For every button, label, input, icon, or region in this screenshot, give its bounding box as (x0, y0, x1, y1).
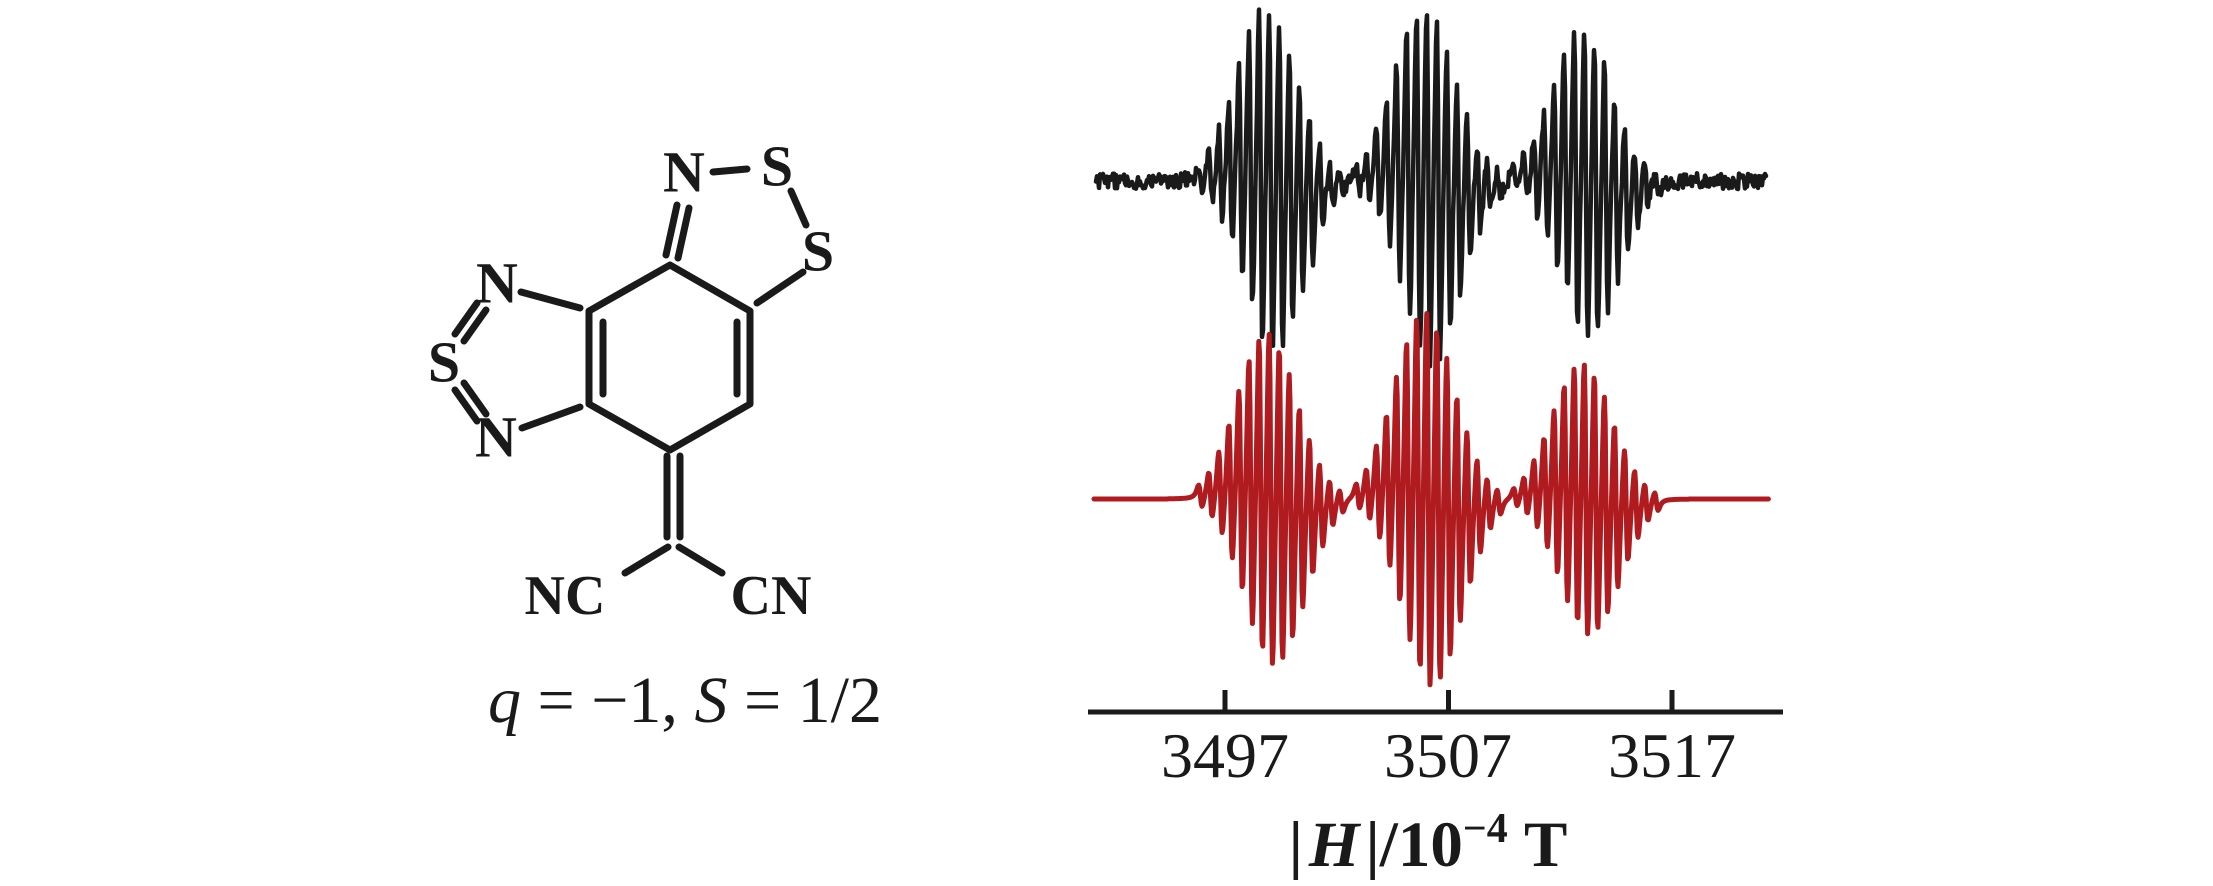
experimental-trace (1093, 7, 1769, 369)
nitrile-label-left: NC (525, 565, 606, 627)
axis-title-denominator: /10 (1379, 809, 1463, 881)
axis-title: |H|/10−4 T (1289, 806, 1568, 881)
atom-label-s-top2: S (802, 219, 834, 284)
molecule-structure: N S S N S N NC CN q = −1, S = 1/2 (428, 134, 882, 738)
atom-label-s-left: S (428, 330, 460, 395)
caption-spin-value: = 1/2 (727, 664, 882, 737)
atom-label-n-left-lower: N (475, 405, 517, 470)
axis-ticks (1222, 690, 1675, 710)
axis-tick-label: 3497 (1161, 720, 1289, 791)
axis-title-unit: T (1508, 809, 1568, 881)
axis-title-bar-right: | (1365, 809, 1379, 881)
axis-tick-label: 3517 (1608, 720, 1736, 791)
molecule-bond-lines (517, 165, 810, 577)
epr-spectra (1091, 7, 1771, 688)
atom-label-s-top1: S (761, 134, 793, 199)
axis-tick-label: 3507 (1384, 720, 1512, 791)
molecule-caption: q = −1, S = 1/2 (488, 664, 882, 737)
field-axis: 3497 3507 3517 |H|/10−4 T (1088, 690, 1783, 881)
simulated-trace (1091, 311, 1771, 688)
axis-title-exponent: −4 (1463, 806, 1508, 852)
caption-charge-value: = −1, (521, 664, 694, 737)
atom-label-n-left-upper: N (476, 251, 518, 316)
caption-spin-symbol: S (694, 664, 727, 737)
nitrile-label-right: CN (731, 565, 812, 627)
caption-q-symbol: q (488, 664, 521, 737)
axis-title-field-symbol: H (1308, 809, 1362, 881)
molecule-double-bond-lines (451, 201, 741, 541)
axis-title-bar-left: | (1289, 809, 1303, 881)
atom-label-n-top: N (663, 140, 705, 205)
